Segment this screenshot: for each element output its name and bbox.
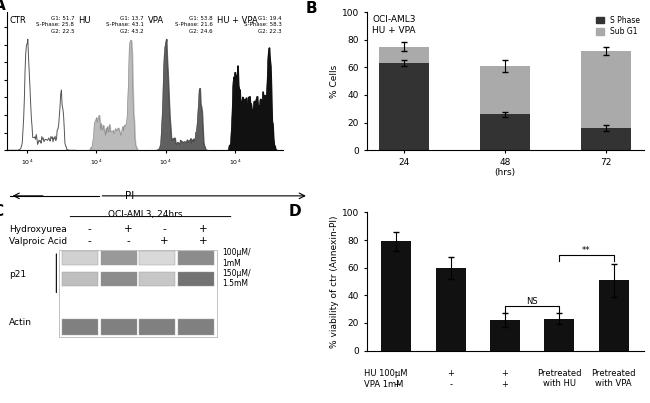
Text: +: + (502, 380, 508, 388)
Text: +: + (160, 237, 169, 247)
Text: CTR: CTR (9, 16, 26, 25)
Text: HU 100μM: HU 100μM (364, 369, 408, 378)
Bar (382, 241, 411, 351)
Bar (480, 114, 530, 150)
Bar (480, 66, 530, 114)
Bar (178, 272, 215, 286)
Text: HU + VPA: HU + VPA (217, 16, 258, 25)
Text: VPA 1mM: VPA 1mM (364, 380, 403, 388)
Bar (101, 251, 136, 265)
Bar (580, 128, 631, 150)
Text: Pretreated
with HU: Pretreated with HU (537, 369, 582, 388)
Text: OCI-AML3, 24hrs: OCI-AML3, 24hrs (108, 210, 182, 219)
Text: B: B (306, 1, 317, 16)
Bar (580, 51, 631, 128)
Legend: S Phase, Sub G1: S Phase, Sub G1 (596, 16, 640, 36)
Text: G1: 53.8
S-Phase: 21.6
G2: 24.6: G1: 53.8 S-Phase: 21.6 G2: 24.6 (175, 16, 213, 33)
Text: NS: NS (526, 297, 538, 306)
Bar (101, 272, 136, 286)
Bar (379, 47, 430, 63)
Text: -: - (127, 237, 130, 247)
Bar (178, 319, 215, 335)
Y-axis label: % viability of ctr (Annexin-PI): % viability of ctr (Annexin-PI) (330, 215, 339, 348)
Text: VPA: VPA (148, 16, 164, 25)
Text: +: + (502, 369, 508, 378)
Bar (490, 320, 520, 351)
Bar (62, 319, 98, 335)
Text: G1: 51.7
S-Phase: 25.8
G2: 22.5: G1: 51.7 S-Phase: 25.8 G2: 22.5 (36, 16, 74, 33)
Text: -: - (88, 224, 92, 234)
Text: **: ** (582, 245, 591, 255)
Text: OCI-AML3
HU + VPA: OCI-AML3 HU + VPA (372, 15, 415, 35)
Bar (178, 251, 215, 265)
Text: -: - (395, 369, 398, 378)
Text: -: - (449, 380, 452, 388)
Bar (599, 280, 629, 351)
Bar (62, 251, 98, 265)
Text: +: + (393, 380, 400, 388)
Text: Hydroxyurea: Hydroxyurea (9, 224, 67, 233)
Bar (436, 268, 465, 351)
Bar (379, 63, 430, 150)
Text: 100μM/
1mM: 100μM/ 1mM (222, 248, 251, 268)
Text: G1: 19.4
S-Phase: 58.3
G2: 22.3: G1: 19.4 S-Phase: 58.3 G2: 22.3 (244, 16, 282, 33)
Text: p21: p21 (9, 270, 27, 279)
Bar (101, 319, 136, 335)
Text: HU: HU (79, 16, 91, 25)
X-axis label: (hrs): (hrs) (495, 168, 515, 177)
Text: +: + (447, 369, 454, 378)
Text: D: D (289, 204, 302, 219)
Text: PI: PI (125, 191, 135, 202)
Bar (62, 272, 98, 286)
Text: Valproic Acid: Valproic Acid (9, 237, 68, 246)
Bar (59, 250, 217, 337)
Bar (140, 319, 176, 335)
Bar (545, 319, 574, 351)
Text: 150μM/
1.5mM: 150μM/ 1.5mM (222, 269, 251, 289)
Text: -: - (162, 224, 166, 234)
Y-axis label: % Cells: % Cells (330, 64, 339, 98)
Text: C: C (0, 204, 4, 219)
Bar (140, 272, 176, 286)
Text: Pretreated
with VPA: Pretreated with VPA (592, 369, 636, 388)
Text: -: - (88, 237, 92, 247)
Text: +: + (124, 224, 133, 234)
Text: A: A (0, 0, 6, 13)
Text: G1: 13.7
S-Phase: 43.1
G2: 43.2: G1: 13.7 S-Phase: 43.1 G2: 43.2 (106, 16, 144, 33)
Bar (140, 251, 176, 265)
Text: +: + (199, 224, 207, 234)
Text: +: + (199, 237, 207, 247)
Text: Actin: Actin (9, 318, 32, 328)
